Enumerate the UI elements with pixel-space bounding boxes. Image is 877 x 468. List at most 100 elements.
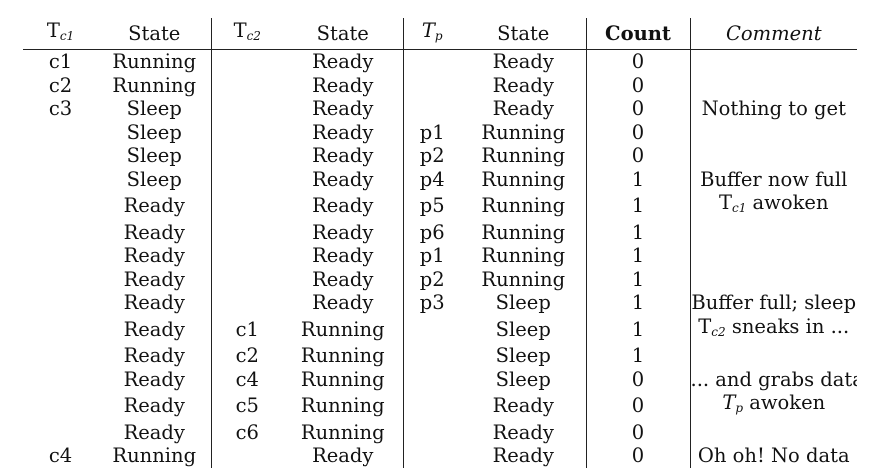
header-state-3: State <box>461 18 587 50</box>
cell-tc1 <box>23 168 98 192</box>
header-tp: Tp <box>403 18 461 50</box>
cell-tc1: c4 <box>48 444 73 467</box>
cell-state-1: Running <box>98 73 212 97</box>
header-tc2: Tc2 <box>211 18 283 50</box>
header-state-2: State <box>283 18 404 50</box>
cell-count: 0 <box>586 391 691 421</box>
cell-count: 0 <box>586 120 691 144</box>
cell-count: 1 <box>586 314 691 344</box>
cell-tp <box>403 97 461 121</box>
cell-state-3: Sleep <box>461 314 587 344</box>
cell-tc1 <box>23 244 98 268</box>
cell-tp: p1 <box>419 120 445 144</box>
cell-comment <box>690 50 857 74</box>
cell-tc1: c2 <box>48 73 73 97</box>
table-row: Ready c2 Running Sleep 1 <box>23 344 857 368</box>
cell-state-3: Ready <box>461 97 587 121</box>
cell-tc1 <box>23 391 98 421</box>
table-row: c4 Running Ready Ready 0 Oh oh! No data <box>23 444 857 468</box>
cell-comment: ... and grabs data <box>690 367 858 391</box>
cell-count: 1 <box>586 291 691 315</box>
header-row: Tc1 State Tc2 State Tp State Count Comme… <box>23 18 857 50</box>
cell-count: 0 <box>586 49 691 74</box>
cell-state-3: Running <box>461 220 587 244</box>
cell-count: 0 <box>586 444 691 468</box>
cell-tp: p6 <box>419 220 445 244</box>
cell-state-2: Ready <box>283 267 404 291</box>
cell-count: 0 <box>586 420 691 444</box>
table-body: c1 Running Ready Ready 0 c2 Running Ready Ready 0… <box>23 49 858 468</box>
cell-state-2: Running <box>283 391 404 421</box>
table-row: Ready c6 Running Ready 0 <box>23 420 857 445</box>
cell-tp <box>403 391 461 421</box>
cell-comment <box>690 74 857 98</box>
cell-comment <box>690 344 857 368</box>
cell-count: 0 <box>586 144 691 168</box>
cell-state-1: Ready <box>98 420 212 444</box>
cell-tc2 <box>211 50 283 74</box>
cell-state-3: Running <box>461 267 587 291</box>
cell-tc2 <box>211 97 283 121</box>
table-row: Ready c5 Running Ready 0 Tp awoken <box>23 391 857 421</box>
cell-state-3: Running <box>461 144 587 168</box>
cell-count: 0 <box>586 73 691 97</box>
cell-state-2: Ready <box>283 291 404 315</box>
cell-state-1: Sleep <box>98 167 212 191</box>
table-row: Ready Ready p6 Running 1 <box>23 220 857 245</box>
cell-tc1 <box>23 144 98 168</box>
cell-tc2: c5 <box>235 394 259 417</box>
cell-tc1 <box>23 315 98 345</box>
header-count: Count <box>586 18 691 50</box>
cell-count: 1 <box>586 191 691 221</box>
cell-comment <box>690 244 857 268</box>
cell-tc1: c1 <box>48 50 73 73</box>
cell-state-2: Ready <box>283 97 404 121</box>
table-row: c1 Running Ready Ready 0 <box>23 49 857 74</box>
cell-tc1: c3 <box>48 97 73 120</box>
cell-state-1: Ready <box>98 191 212 221</box>
cell-tp <box>403 368 461 392</box>
thread-trace-table: Tc1 State Tc2 State Tp State Count Comme… <box>23 18 857 468</box>
cell-tp: p4 <box>419 167 445 191</box>
table-row: Ready Ready p1 Running 1 <box>23 244 857 268</box>
cell-tc2 <box>211 121 283 145</box>
cell-tc2: c2 <box>235 344 259 367</box>
cell-comment <box>690 268 857 292</box>
cell-state-2: Running <box>283 344 404 368</box>
cell-count: 1 <box>586 267 691 291</box>
cell-tp <box>403 315 461 345</box>
cell-state-2: Ready <box>283 244 404 268</box>
cell-state-3: Running <box>461 244 587 268</box>
cell-count: 0 <box>586 97 691 121</box>
cell-comment <box>690 121 857 145</box>
cell-state-2: Ready <box>283 73 404 97</box>
cell-tc1 <box>23 421 98 445</box>
cell-tc2 <box>211 244 283 268</box>
cell-tc2: c4 <box>235 367 259 391</box>
cell-comment: Tc2 sneaks in ... <box>698 314 850 339</box>
cell-state-1: Sleep <box>98 97 212 121</box>
cell-state-1: Running <box>98 444 212 468</box>
header-comment: Comment <box>690 18 857 50</box>
cell-state-1: Ready <box>98 244 212 268</box>
cell-tp <box>403 344 461 368</box>
trace-table-container: Tc1 State Tc2 State Tp State Count Comme… <box>23 18 857 468</box>
cell-tp: p2 <box>419 144 445 167</box>
table-row: Sleep Ready p1 Running 0 <box>23 120 857 145</box>
cell-tc2: c1 <box>235 317 259 341</box>
table-row: Sleep Ready p2 Running 0 <box>23 144 857 168</box>
cell-state-1: Ready <box>98 220 212 244</box>
cell-tc2 <box>211 444 283 468</box>
cell-tc2: c6 <box>235 420 259 444</box>
cell-state-2: Ready <box>283 167 404 191</box>
header-state-1: State <box>98 18 212 50</box>
cell-state-3: Running <box>461 120 587 144</box>
cell-count: 1 <box>586 220 691 244</box>
cell-count: 1 <box>586 244 691 268</box>
table-row: Ready c4 Running Sleep 0... and grabs data <box>23 367 858 392</box>
cell-tc2 <box>211 221 283 245</box>
cell-state-2: Running <box>283 367 404 391</box>
cell-count: 0 <box>586 367 691 391</box>
cell-tp: p3 <box>419 291 445 314</box>
cell-comment: Tc1 awoken <box>718 191 829 215</box>
